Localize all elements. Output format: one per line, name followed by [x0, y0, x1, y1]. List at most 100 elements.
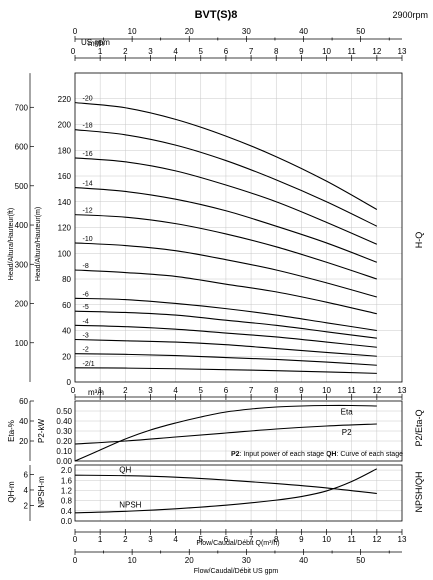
- y-tick-label-npsh: 0.4: [61, 507, 73, 516]
- y-tick-label-qh: 6: [24, 470, 29, 479]
- x-tick-label: 2: [123, 47, 128, 56]
- x-tick-label: 12: [372, 535, 381, 544]
- y-tick-label-npsh: 2.0: [61, 466, 73, 475]
- x-tick-label: 2: [123, 386, 128, 395]
- gpm-tick-label: 10: [128, 27, 137, 36]
- hq-curve: [74, 242, 377, 298]
- y-tick-label-ft: 500: [15, 182, 29, 191]
- gpm-tick-label: 50: [356, 556, 365, 565]
- x-tick-label: 6: [224, 535, 229, 544]
- hq-curve: [74, 129, 378, 227]
- y-tick-label-m: 0: [67, 378, 72, 387]
- x-tick-label: 5: [199, 386, 204, 395]
- x-tick-label: 3: [148, 386, 153, 395]
- y-tick-label-p2: 0.30: [56, 427, 72, 436]
- hq-curve-label: -5: [83, 304, 89, 311]
- speed-label: 2900rpm: [392, 10, 428, 20]
- x-axis-title-m3h: Flow/Caudal/Débit Q(m³/h): [196, 540, 279, 547]
- x-tick-label: 4: [173, 535, 178, 544]
- y-tick-label-eta: 20: [19, 437, 28, 446]
- eta-curve: [74, 404, 377, 462]
- note-text-1: : Input power of each stage: [240, 451, 326, 458]
- hq-curve-label: -14: [83, 181, 93, 188]
- x-tick-label: 9: [299, 47, 304, 56]
- y-tick-label-ft: 400: [15, 221, 29, 230]
- x-axis-title-gpm: Flow/Caudal/Débit US gpm: [194, 568, 279, 575]
- side-label-hq: H-Q: [414, 232, 424, 249]
- x-tick-label: 8: [274, 47, 279, 56]
- side-label-npshqh: NPSH/QH: [414, 471, 424, 512]
- y-tick-label-m: 20: [62, 352, 71, 361]
- gpm-tick-label: 0: [73, 556, 78, 565]
- y-tick-label-npsh: 0.8: [61, 497, 73, 506]
- hq-curve-label: -2: [83, 347, 89, 354]
- x-tick-label: 2: [123, 535, 128, 544]
- gpm-tick-label: 20: [185, 27, 194, 36]
- y-tick-label-m: 160: [58, 172, 72, 181]
- hq-curve: [74, 367, 377, 374]
- x-tick-label: 4: [173, 386, 178, 395]
- gpm-tick-label: 40: [299, 556, 308, 565]
- hq-curve-label: -12: [83, 208, 93, 215]
- hq-curve-label: -18: [83, 123, 93, 130]
- hq-curve-label: -6: [83, 291, 89, 298]
- y-axis-title-qh: QH-m: [7, 481, 16, 503]
- hq-curve: [74, 102, 378, 210]
- x-tick-label: 11: [348, 386, 357, 395]
- y-tick-label-ft: 600: [15, 143, 29, 152]
- chart-title: BVT(S)8: [195, 9, 238, 21]
- y-tick-label-p2: 0.40: [56, 417, 72, 426]
- qh-curve-label: QH: [119, 466, 131, 475]
- x-tick-label: 1: [98, 386, 103, 395]
- y-tick-label-npsh: 1.6: [61, 476, 73, 485]
- chart-marks: 0 1 2 3 4 5 6 7 8 9 10 11 12 130 1 2 3 4 5 6 7 8 9 10 11 12 130 1 2 3…: [15, 27, 407, 565]
- y-tick-label-m: 200: [58, 121, 72, 130]
- x-tick-label: 9: [299, 386, 304, 395]
- panel-note: P2: Input power of each stage QH: Curve …: [231, 451, 403, 458]
- gpm-tick-label: 40: [299, 27, 308, 36]
- y-tick-label-npsh: 0.0: [61, 517, 73, 526]
- x-tick-label: 12: [372, 386, 381, 395]
- y-tick-label-ft: 700: [15, 103, 29, 112]
- x-tick-label: 13: [398, 535, 407, 544]
- hq-curve: [74, 324, 377, 348]
- x-tick-label: 0: [71, 386, 76, 395]
- y-tick-label-m: 40: [62, 327, 71, 336]
- hq-curve-label: -2/1: [83, 361, 95, 368]
- x-tick-label: 6: [224, 386, 229, 395]
- qh-curve: [74, 474, 377, 495]
- npsh-curve: [74, 468, 378, 514]
- x-tick-label: 8: [274, 535, 279, 544]
- x-tick-label: 10: [322, 386, 331, 395]
- y-tick-label-m: 80: [62, 275, 71, 284]
- x-tick-label: 7: [249, 386, 254, 395]
- hq-curve: [74, 157, 378, 245]
- hq-curve: [74, 338, 377, 357]
- y-tick-label-m: 180: [58, 146, 72, 155]
- y-axis-title-npsh: NPSH-m: [37, 476, 46, 508]
- x-tick-label: 4: [173, 47, 178, 56]
- x-tick-label: 3: [148, 47, 153, 56]
- x-tick-label: 0: [73, 535, 78, 544]
- hq-curve: [74, 353, 377, 366]
- x-tick-label: 8: [274, 386, 279, 395]
- y-tick-label-p2: 0.00: [56, 457, 72, 466]
- x-tick-label: 10: [322, 535, 331, 544]
- y-axis-title-eta: Eta-%: [7, 420, 16, 442]
- npsh-curve-label: NPSH: [119, 500, 141, 509]
- y-tick-label-ft: 100: [15, 339, 29, 348]
- gpm-tick-label: 10: [128, 556, 137, 565]
- x-tick-label: 1: [98, 535, 103, 544]
- y-axis-title-m: Head/Altura/Hauteur(m): [35, 207, 42, 281]
- y-tick-label-ft: 300: [15, 260, 29, 269]
- x-tick-label: 0: [71, 47, 76, 56]
- hq-curve: [74, 187, 378, 263]
- x-tick-label: 7: [249, 535, 254, 544]
- p2-curve-label: P2: [342, 428, 352, 437]
- hq-curve-label: -8: [83, 263, 89, 270]
- x-tick-label: 13: [398, 47, 407, 56]
- y-tick-label-m: 140: [58, 198, 72, 207]
- note-bold-p2: P2: [231, 451, 240, 458]
- hq-curve: [74, 297, 377, 332]
